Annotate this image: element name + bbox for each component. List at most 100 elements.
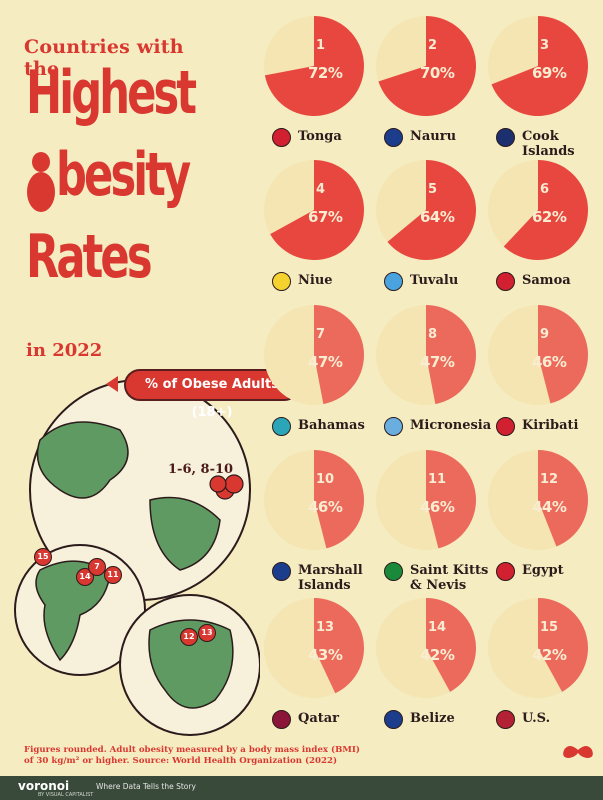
flag-icon [496,272,515,291]
flag-icon [496,128,515,147]
legend-pill: % of Obese Adults (18+) [124,369,300,420]
value-label: 46% [308,498,343,516]
country-name: Qatar [298,711,340,726]
value-label: 47% [420,353,455,371]
flag-icon [272,417,291,436]
value-label: 70% [420,64,455,82]
subtitle: Countries with the [24,36,184,80]
rank-label: 12 [540,472,559,487]
flag-icon [272,710,291,729]
rank-label: 1 [316,38,326,53]
pie-slice [538,450,588,547]
tagline: Where Data Tells the Story [96,782,196,791]
brand-sub: BY VISUAL CAPITALIST [38,792,94,798]
year-label: in 2022 [26,340,103,361]
rank-label: 6 [540,182,550,197]
flag-icon [496,417,515,436]
country-name: Belize [410,711,455,726]
value-label: 72% [308,64,343,82]
country-name: Tonga [298,129,342,144]
value-label: 44% [532,498,567,516]
title-line-2: besity [56,140,191,210]
mustache-icon [561,742,595,768]
flag-icon [496,562,515,581]
pie-slice [426,450,476,549]
pie-slice [538,598,588,692]
pill-arrow [106,376,118,392]
pie-slice [426,305,476,405]
country-card: 7 47% Bahamas [258,297,374,443]
value-label: 47% [308,353,343,371]
pie-slice [538,305,588,404]
silhouette-icon [26,148,56,214]
title-line-1: Highest [26,58,197,128]
region-label: 1-6, 8-10 [168,462,234,477]
value-label: 46% [420,498,455,516]
country-card: 14 42% Belize [370,590,486,736]
country-name: Cook Islands [522,129,575,159]
pie-slice [270,160,364,260]
flag-icon [384,272,403,291]
rank-label: 10 [316,472,335,487]
country-card: 8 47% Micronesia [370,297,491,443]
flag-icon [384,710,403,729]
flag-icon [272,272,291,291]
map-pin: 15 [34,548,52,566]
country-card: 4 67% Niue [258,152,374,298]
globe-illustration [14,380,260,736]
map-pin: 13 [198,624,216,642]
map-pin: 7 [88,558,106,576]
footnote: Figures rounded. Adult obesity measured … [24,745,360,766]
pie-slice [387,160,476,260]
flag-icon [496,710,515,729]
pie-slice [378,16,476,116]
pie-slice [264,16,364,116]
rank-label: 14 [428,620,447,635]
country-card: 6 62% Samoa [482,152,598,298]
rank-label: 4 [316,182,326,197]
country-name: Samoa [522,273,571,288]
country-card: 1 72% Tonga [258,8,374,154]
rank-label: 15 [540,620,559,635]
rank-label: 11 [428,472,447,487]
rank-label: 2 [428,38,438,53]
rank-label: 9 [540,327,550,342]
pie-slice [314,305,364,405]
country-name: Bahamas [298,418,365,433]
pie-slice [503,160,588,260]
footer-bar: voronoi BY VISUAL CAPITALIST Where Data … [0,776,603,800]
value-label: 42% [532,646,567,664]
title-line-3: Rates [26,222,153,292]
value-label: 69% [532,64,567,82]
country-name: Saint Kitts & Nevis [410,563,489,593]
country-card: 3 69% Cook Islands [482,8,598,159]
pie-slice [491,16,588,116]
country-name: Egypt [522,563,564,578]
flag-icon [272,562,291,581]
pie-slice [314,450,364,549]
flag-icon [384,128,403,147]
country-name: Kiribati [522,418,579,433]
map-pin: 11 [104,566,122,584]
value-label: 62% [532,208,567,226]
value-label: 42% [420,646,455,664]
country-name: Nauru [410,129,457,144]
country-card: 11 46% Saint Kitts & Nevis [370,442,488,593]
country-name: U.S. [522,711,551,726]
value-label: 43% [308,646,343,664]
country-card: 9 46% Kiribati [482,297,598,443]
country-name: Micronesia [410,418,492,433]
value-label: 46% [532,353,567,371]
flag-icon [272,128,291,147]
brand-logo: voronoi [18,779,70,793]
country-card: 10 46% Marshall Islands [258,442,374,593]
country-name: Marshall Islands [298,563,363,593]
country-card: 15 42% U.S. [482,590,598,736]
value-label: 67% [308,208,343,226]
rank-label: 8 [428,327,438,342]
rank-label: 3 [540,38,550,53]
country-card: 12 44% Egypt [482,442,598,588]
country-card: 13 43% Qatar [258,590,374,736]
value-label: 64% [420,208,455,226]
